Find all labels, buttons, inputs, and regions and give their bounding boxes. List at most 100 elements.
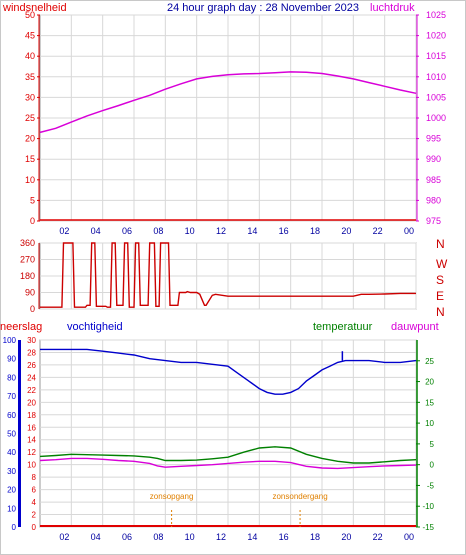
p3-x-tick-label: 04 [91, 532, 101, 542]
humidity-scale-tick-label: 22 [27, 386, 36, 395]
pressure-tick-label: 980 [426, 195, 441, 205]
compass-label: N [436, 305, 445, 319]
rain-tick-label: 30 [7, 467, 16, 476]
humidity-scale-tick-label: 20 [27, 398, 36, 407]
humidity-scale-tick-label: 26 [27, 361, 36, 370]
dewpoint-series [39, 457, 417, 470]
compass-label: E [436, 289, 444, 303]
rain-tick-label: 0 [12, 523, 17, 532]
pressure-tick-label: 1025 [426, 10, 446, 20]
direction-tick-label: 90 [25, 288, 35, 298]
wind-speed-tick-label: 20 [25, 134, 35, 144]
humidity-scale-tick-label: 2 [32, 511, 37, 520]
humidity-series [40, 348, 417, 395]
humidity-scale-tick-label: 8 [32, 473, 37, 482]
pressure-tick-label: 1015 [426, 51, 446, 61]
pressure-series [39, 71, 417, 134]
direction-tick-label: 0 [30, 304, 35, 314]
p3-x-tick-label: 00 [404, 532, 414, 542]
p1-x-tick-label: 02 [59, 226, 69, 236]
temperature-tick-label: 15 [425, 398, 434, 407]
direction-tick-label: 360 [20, 238, 35, 248]
wind-speed-tick-label: 45 [25, 31, 35, 41]
p3-x-tick-label: 16 [279, 532, 289, 542]
pressure-tick-label: 975 [426, 216, 441, 226]
wind-direction-series [40, 242, 416, 308]
compass-label: N [436, 237, 445, 251]
p1-x-tick-label: 00 [404, 226, 414, 236]
wind-pressure-panel: 0510152025303540455097598098599099510001… [25, 10, 446, 236]
temperature-title: temperatuur [313, 321, 373, 333]
pressure-tick-label: 990 [426, 154, 441, 164]
temperature-tick-label: -15 [422, 523, 434, 532]
p1-x-tick-label: 08 [153, 226, 163, 236]
rain-tick-label: 70 [7, 392, 16, 401]
rain-tick-label: 80 [7, 373, 16, 382]
direction-tick-label: 270 [20, 255, 35, 265]
chart-title: 24 hour graph day : 28 November 2023 [167, 2, 359, 14]
wind-speed-tick-label: 15 [25, 154, 35, 164]
p3-x-tick-label: 22 [373, 532, 383, 542]
p3-x-tick-label: 20 [341, 532, 351, 542]
humidity-scale-tick-label: 10 [27, 461, 36, 470]
direction-tick-label: 180 [20, 271, 35, 281]
chart-header: windsnelheid 24 hour graph day : 28 Nove… [2, 2, 415, 14]
temperature-tick-label: -5 [427, 481, 435, 490]
rain-tick-label: 50 [7, 430, 16, 439]
wind-speed-tick-label: 30 [25, 92, 35, 102]
wind-speed-tick-label: 35 [25, 72, 35, 82]
humidity-scale-tick-label: 30 [27, 336, 36, 345]
p3-x-tick-label: 14 [247, 532, 257, 542]
p3-x-tick-label: 06 [122, 532, 132, 542]
rain-tick-label: 20 [7, 486, 16, 495]
temperature-tick-label: 5 [430, 440, 435, 449]
sun-annotation-label: zonsondergang [272, 492, 327, 501]
rain-tick-label: 90 [7, 355, 16, 364]
pressure-tick-label: 1000 [426, 113, 446, 123]
temperature-tick-label: 20 [425, 378, 434, 387]
humidity-scale-tick-label: 12 [27, 448, 36, 457]
rain-tick-label: 10 [7, 504, 16, 513]
p1-x-tick-label: 14 [247, 226, 257, 236]
temperature-tick-label: -10 [422, 502, 434, 511]
wind-speed-tick-label: 5 [30, 195, 35, 205]
p1-x-tick-label: 20 [341, 226, 351, 236]
compass-label: W [436, 257, 448, 271]
rain-title: neerslag [0, 321, 42, 333]
p3-x-tick-label: 02 [59, 532, 69, 542]
p1-x-tick-label: 12 [216, 226, 226, 236]
pressure-title: luchtdruk [370, 2, 415, 14]
temperature-series [39, 446, 417, 464]
p1-x-tick-label: 10 [185, 226, 195, 236]
p1-x-tick-label: 16 [279, 226, 289, 236]
wind-speed-tick-label: 40 [25, 51, 35, 61]
temperature-tick-label: 10 [425, 419, 434, 428]
temperature-tick-label: 0 [430, 461, 435, 470]
pressure-tick-label: 985 [426, 175, 441, 185]
humidity-title: vochtigheid [67, 321, 123, 333]
p1-x-tick-label: 06 [122, 226, 132, 236]
temperature-tick-label: 25 [425, 357, 434, 366]
pressure-tick-label: 1005 [426, 92, 446, 102]
pressure-tick-label: 1010 [426, 72, 446, 82]
humidity-axis-bar [18, 340, 21, 527]
rain-tick-label: 60 [7, 411, 16, 420]
pressure-tick-label: 1020 [426, 31, 446, 41]
humidity-scale-tick-label: 16 [27, 423, 36, 432]
p3-x-tick-label: 08 [153, 532, 163, 542]
humidity-scale-tick-label: 28 [27, 348, 36, 357]
humidity-scale-tick-label: 0 [32, 523, 37, 532]
p1-x-tick-label: 22 [373, 226, 383, 236]
dewpoint-title: dauwpunt [391, 321, 439, 333]
sun-annotation-label: zonsopgang [150, 492, 194, 501]
humidity-scale-tick-label: 14 [27, 436, 36, 445]
humidity-scale-tick-label: 6 [32, 486, 37, 495]
p1-x-tick-label: 04 [91, 226, 101, 236]
p3-x-tick-label: 18 [310, 532, 320, 542]
wind-speed-tick-label: 10 [25, 175, 35, 185]
pressure-tick-label: 995 [426, 134, 441, 144]
p3-x-tick-label: 10 [185, 532, 195, 542]
humidity-scale-tick-label: 18 [27, 411, 36, 420]
